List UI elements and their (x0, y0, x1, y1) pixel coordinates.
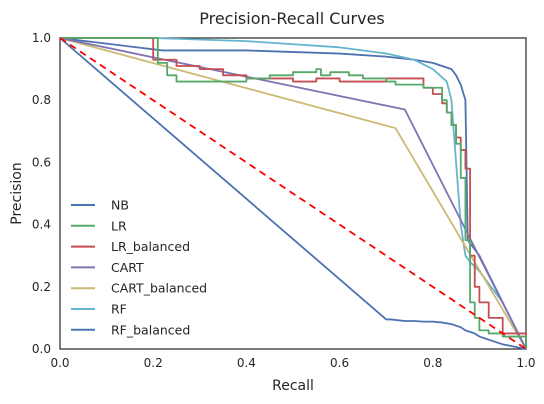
series-line-lr (60, 37, 527, 349)
chart-title: Precision-Recall Curves (199, 9, 385, 28)
y-tick-label: 0.4 (32, 218, 51, 232)
series-line-rf-balanced (59, 37, 527, 350)
series-line-cart (59, 37, 527, 350)
x-axis: 0.0 0.2 0.4 0.6 0.8 1.0 (50, 356, 535, 370)
y-tick-label: 0.2 (32, 280, 51, 294)
series-line-cart-balanced (59, 37, 527, 350)
x-tick-label: 1.0 (516, 356, 535, 370)
y-tick-label: 1.0 (32, 31, 51, 45)
y-tick-label: 0.6 (32, 155, 51, 169)
y-axis: 0.0 0.2 0.4 0.6 0.8 1.0 (32, 31, 51, 356)
legend-label: CART_balanced (111, 281, 207, 296)
series-line-nb (59, 37, 527, 350)
legend-label: LR_balanced (111, 239, 190, 254)
x-tick-label: 0.4 (237, 356, 256, 370)
series-layer (59, 37, 527, 350)
x-tick-label: 0.8 (423, 356, 442, 370)
legend-label: NB (111, 198, 129, 213)
legend-label: CART (111, 260, 144, 275)
x-tick-label: 0.6 (330, 356, 349, 370)
y-tick-label: 0.0 (32, 342, 51, 356)
x-axis-label: Recall (272, 378, 314, 394)
legend: NB LR LR_balanced CART CART_balanced RF RF_bal… (71, 198, 207, 337)
legend-label: RF_balanced (111, 322, 190, 337)
x-tick-label: 0.0 (50, 356, 69, 370)
x-tick-label: 0.2 (144, 356, 163, 370)
y-tick-label: 0.8 (32, 93, 51, 107)
legend-label: LR (111, 218, 127, 233)
series-line-lr-balanced (60, 37, 527, 349)
y-axis-label: Precision (9, 162, 25, 224)
legend-label: RF (111, 302, 127, 317)
random-baseline-line (59, 37, 527, 350)
